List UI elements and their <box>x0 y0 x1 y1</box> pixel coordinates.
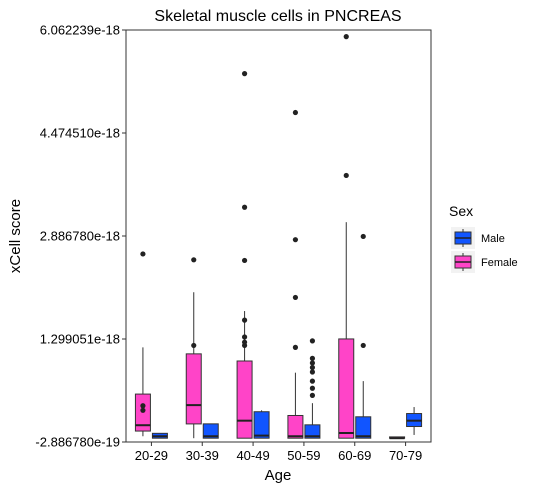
box-male-20-29 <box>151 432 168 439</box>
x-tick-label: 70-79 <box>389 448 422 463</box>
x-tick-label: 50-59 <box>287 448 320 463</box>
outlier-point <box>309 385 316 391</box>
box-iqr <box>253 411 270 439</box>
outlier-point <box>140 407 146 413</box>
legend-label: Female <box>481 257 518 269</box>
y-axis-title: xCell score <box>7 199 24 273</box>
y-axis: -2.886780e-19 1.299051e-18 2.886780e-18 4.4… <box>35 23 126 450</box>
x-axis: 20-29 30-39 40-49 50-59 60-69 70-79 <box>135 442 422 463</box>
legend-item-female: Female <box>451 251 518 273</box>
outlier-point <box>360 342 366 349</box>
box-female-60-69 <box>338 34 355 439</box>
outlier-point <box>309 355 316 362</box>
y-tick-label: -2.886780e-19 <box>35 435 120 450</box>
outlier-point <box>309 360 316 366</box>
legend-item-male: Male <box>451 227 505 249</box>
box-female-70-79 <box>389 436 406 440</box>
outlier-point <box>241 317 248 323</box>
outlier-point <box>292 109 299 116</box>
outlier-point <box>241 339 248 345</box>
outlier-point <box>241 257 248 264</box>
box-female-30-39 <box>185 257 202 439</box>
box-female-40-49 <box>236 71 253 439</box>
outlier-point <box>309 338 316 344</box>
box-iqr <box>236 360 253 439</box>
x-tick-label: 20-29 <box>135 448 168 463</box>
outlier-point <box>241 204 248 210</box>
y-tick-label: 1.299051e-18 <box>40 332 120 347</box>
box-iqr <box>355 416 372 439</box>
y-tick-label: 6.062239e-18 <box>40 23 120 38</box>
outlier-point <box>140 251 146 257</box>
outlier-point <box>191 342 197 349</box>
y-tick-label: 4.474510e-18 <box>40 125 120 140</box>
box-iqr <box>287 414 304 439</box>
outlier-point <box>191 257 197 263</box>
y-tick-label: 2.886780e-18 <box>40 229 120 244</box>
box-male-40-49 <box>253 410 270 439</box>
legend-label: Male <box>481 233 505 245</box>
outlier-point <box>309 378 316 384</box>
box-iqr <box>202 423 219 439</box>
box-male-60-69 <box>355 233 372 439</box>
outlier-point <box>309 392 316 398</box>
x-axis-title: Age <box>265 467 292 484</box>
legend: Sex Male Female <box>449 203 518 273</box>
box-iqr <box>304 424 321 439</box>
legend-title: Sex <box>449 203 473 219</box>
box-iqr <box>338 338 355 439</box>
box-female-20-29 <box>134 251 151 437</box>
box-male-30-39 <box>202 423 219 439</box>
outlier-point <box>343 172 349 179</box>
chart-title: Skeletal muscle cells in PNCREAS <box>154 8 401 25</box>
outlier-point <box>241 71 248 77</box>
outlier-point <box>292 294 299 301</box>
box-male-50-59 <box>304 338 321 439</box>
x-tick-label: 30-39 <box>186 448 219 463</box>
x-tick-label: 60-69 <box>338 448 371 463</box>
x-tick-label: 40-49 <box>236 448 269 463</box>
outlier-point <box>241 334 248 340</box>
outlier-point <box>309 364 316 371</box>
box-female-50-59 <box>287 109 304 439</box>
outlier-point <box>343 34 349 40</box>
outlier-point <box>140 403 146 409</box>
box-male-70-79 <box>406 407 423 435</box>
box-iqr <box>185 353 202 425</box>
outlier-point <box>292 344 299 350</box>
outlier-point <box>292 237 299 243</box>
plot-panel <box>125 29 432 443</box>
box-plots <box>134 34 423 440</box>
outlier-point <box>309 369 316 375</box>
outlier-point <box>360 233 366 240</box>
